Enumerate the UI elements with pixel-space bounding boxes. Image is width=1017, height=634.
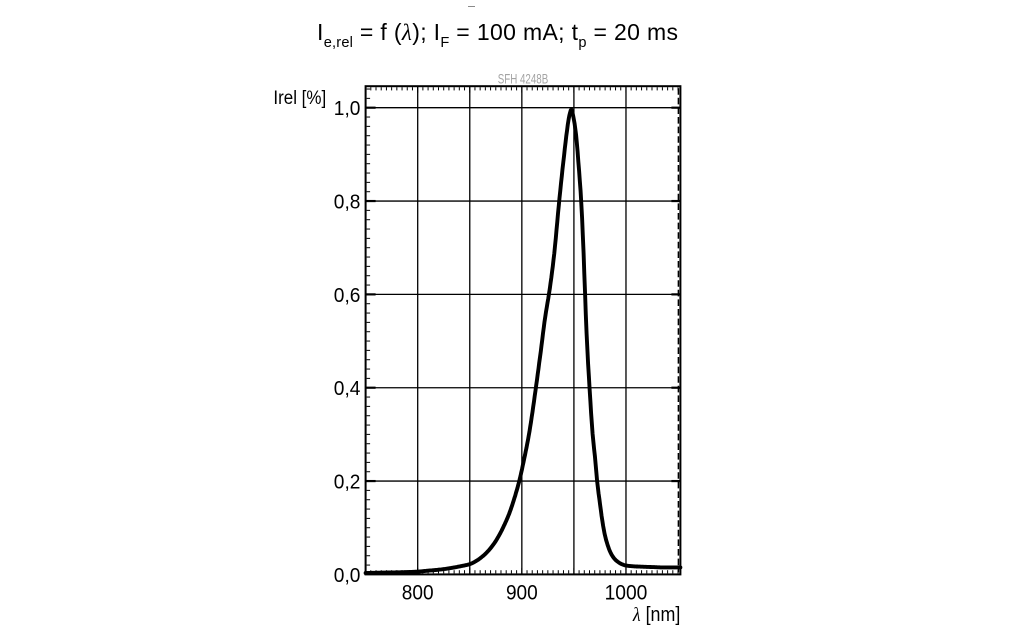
svg-text:1000: 1000 — [605, 581, 648, 604]
svg-text:SFH 4248B: SFH 4248B — [498, 71, 549, 87]
svg-text:λ [nm]: λ [nm] — [632, 603, 680, 626]
svg-text:900: 900 — [506, 581, 538, 604]
svg-text:0,8: 0,8 — [334, 190, 361, 213]
svg-text:1,0: 1,0 — [334, 97, 361, 120]
svg-text:0,6: 0,6 — [334, 284, 361, 307]
svg-text:0,2: 0,2 — [334, 470, 361, 493]
svg-text:800: 800 — [402, 581, 434, 604]
svg-text:0,4: 0,4 — [334, 377, 361, 400]
svg-text:0,0: 0,0 — [334, 564, 361, 587]
svg-text:Irel [%]: Irel [%] — [273, 87, 326, 109]
